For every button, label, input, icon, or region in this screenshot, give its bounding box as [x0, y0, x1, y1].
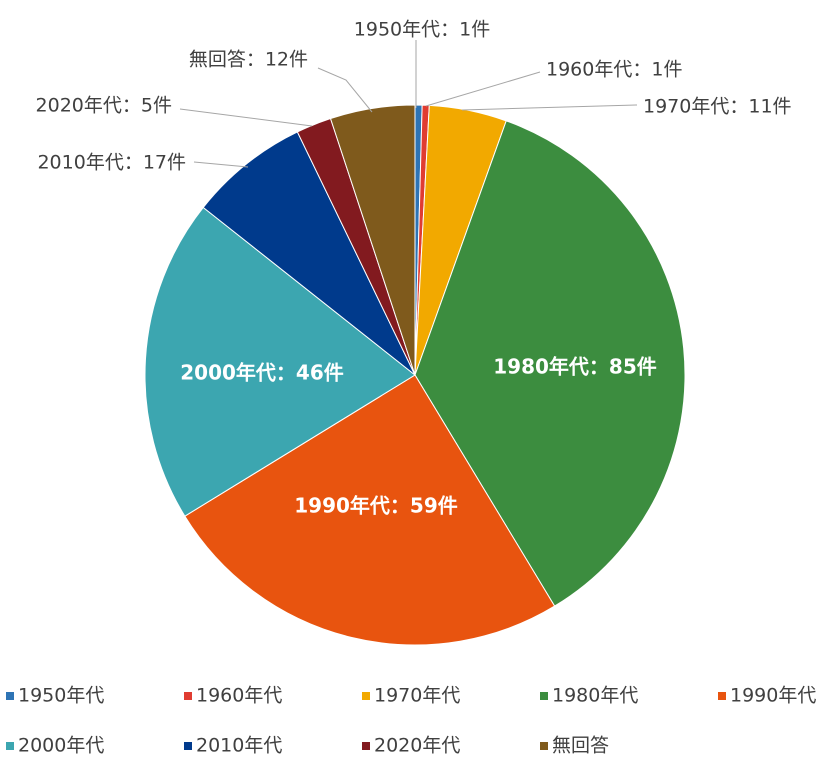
legend-item-4: 1980年代: [540, 685, 638, 707]
data-labels: 1950年代：1件 1960年代：1件 1970年代：11件 1980年代：85件 19…: [36, 19, 792, 518]
legend-item-2: 1960年代: [184, 685, 282, 707]
leader-line-8: [179, 108, 313, 127]
data-label-3: 1970年代：11件: [643, 96, 792, 118]
pie-slice-5: [184, 374, 556, 646]
legend-swatch-4: [540, 692, 548, 700]
legend-item-7: 2010年代: [184, 735, 282, 757]
pie-slices: [144, 104, 686, 646]
legend-label-9: 無回答: [552, 735, 609, 757]
legend-label-7: 2010年代: [196, 735, 282, 757]
legend-swatch-2: [184, 692, 192, 700]
leader-line-9: [317, 67, 373, 113]
pie-slice-9: [329, 104, 416, 376]
pie-slice-4: [414, 120, 686, 607]
legend-item-3: 1970年代: [362, 685, 460, 707]
data-label-8: 2020年代：5件: [36, 95, 172, 117]
pie-slice-6: [144, 206, 416, 517]
legend-swatch-3: [362, 692, 370, 700]
data-label-5: 1990年代：59件: [294, 494, 458, 518]
legend-swatch-6: [6, 742, 14, 750]
legend-label-1: 1950年代: [18, 685, 104, 707]
pie-slice-7: [202, 131, 416, 376]
legend-item-1: 1950年代: [6, 685, 104, 707]
legend-label-3: 1970年代: [374, 685, 460, 707]
leader-line-7: [193, 161, 249, 168]
legend-item-5: 1990年代: [718, 685, 816, 707]
legend-label-4: 1980年代: [552, 685, 638, 707]
data-label-4: 1980年代：85件: [493, 355, 657, 379]
legend-swatch-1: [6, 692, 14, 700]
legend-item-9: 無回答: [540, 735, 609, 757]
legend-label-6: 2000年代: [18, 735, 104, 757]
data-label-1: 1950年代：1件: [354, 19, 490, 41]
legend-item-8: 2020年代: [362, 735, 460, 757]
legend-item-6: 2000年代: [6, 735, 104, 757]
legend-swatch-9: [540, 742, 548, 750]
legend: 1950年代 1960年代 1970年代 1980年代 1990年代 2000年代 2010…: [6, 685, 816, 757]
legend-label-2: 1960年代: [196, 685, 282, 707]
data-label-9: 無回答：12件: [189, 49, 308, 71]
legend-swatch-5: [718, 692, 726, 700]
legend-label-5: 1990年代: [730, 685, 816, 707]
legend-swatch-7: [184, 742, 192, 750]
data-label-6: 2000年代：46件: [180, 361, 344, 385]
legend-label-8: 2020年代: [374, 735, 460, 757]
data-label-2: 1960年代：1件: [546, 59, 682, 81]
leader-line-2: [425, 71, 541, 107]
legend-swatch-8: [362, 742, 370, 750]
data-label-7: 2010年代：17件: [37, 152, 186, 174]
leader-line-3: [461, 104, 638, 111]
leader-lines: [179, 40, 638, 168]
